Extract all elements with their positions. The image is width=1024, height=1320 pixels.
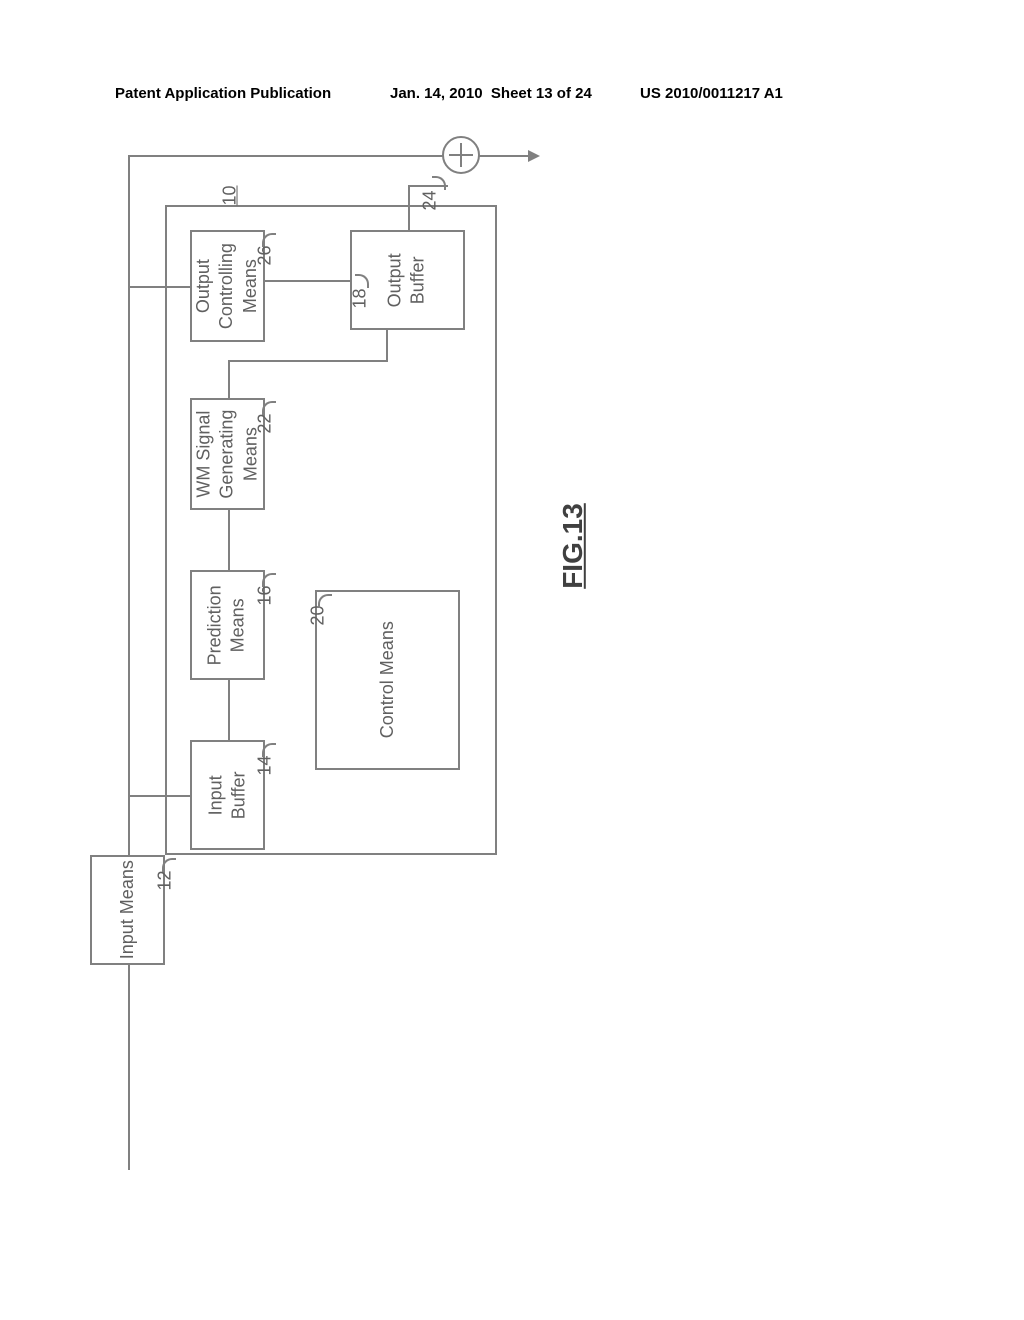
system-ref: 10 <box>220 185 241 205</box>
line-wm-down1 <box>228 360 230 400</box>
input-line <box>128 960 130 1170</box>
line-ob-sum <box>408 185 410 232</box>
line-top-ocm <box>128 286 192 288</box>
input-buffer-label: Input Buffer <box>204 771 251 819</box>
summer-leader <box>432 176 446 190</box>
line-top-summer <box>128 155 444 157</box>
line-ib-pm <box>228 680 230 742</box>
output-buffer-ref: 18 <box>350 288 371 308</box>
line-summer-out <box>478 155 530 157</box>
control-means-block: Control Means <box>315 590 460 770</box>
figure-label: FIG.13 <box>557 503 589 589</box>
line-into-container <box>128 795 190 797</box>
input-buffer-leader <box>262 743 276 757</box>
output-controlling-ref: 26 <box>255 245 276 265</box>
header-publication: Patent Application Publication <box>115 85 331 102</box>
input-means-label: Input Means <box>116 860 139 959</box>
control-means-label: Control Means <box>376 621 399 738</box>
input-means-ref: 12 <box>155 870 176 890</box>
line-pm-wm <box>228 510 230 572</box>
output-controlling-leader <box>262 233 276 247</box>
prediction-means-ref: 16 <box>255 585 276 605</box>
wm-signal-leader <box>262 401 276 415</box>
line-ocm-ob <box>263 280 352 282</box>
control-means-leader <box>318 594 332 608</box>
summer-ref: 24 <box>420 190 441 210</box>
line-wm-right <box>228 360 388 362</box>
prediction-means-label: Prediction Means <box>204 585 251 665</box>
control-means-ref: 20 <box>308 605 329 625</box>
input-buffer-ref: 14 <box>255 755 276 775</box>
output-arrowhead <box>528 150 540 162</box>
line-inputmeans-top <box>128 155 130 855</box>
prediction-means-leader <box>262 573 276 587</box>
wm-signal-label: WM Signal Generating Means <box>192 409 262 498</box>
summer-node <box>442 136 480 174</box>
input-means-leader <box>162 858 176 872</box>
output-buffer-label: Output Buffer <box>384 253 431 307</box>
output-controlling-label: Output Controlling Means <box>192 243 262 329</box>
wm-signal-ref: 22 <box>255 413 276 433</box>
header-pubno: US 2010/0011217 A1 <box>640 85 783 102</box>
header-date-sheet: Jan. 14, 2010 Sheet 13 of 24 <box>390 85 592 102</box>
